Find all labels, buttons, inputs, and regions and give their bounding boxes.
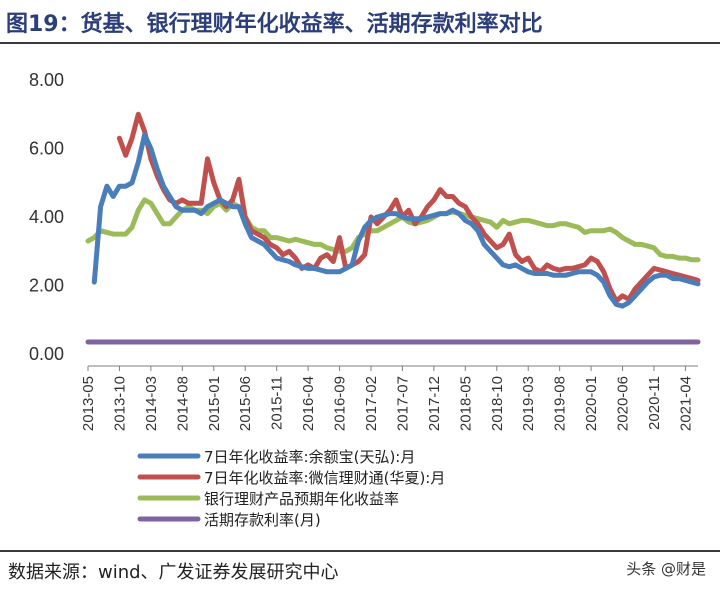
source-note: 数据来源：wind、广发证券发展研究中心 [8, 562, 339, 583]
series-line-1 [91, 132, 701, 309]
x-tick-label: 2017-07 [394, 376, 411, 431]
y-tick-label: 6.00 [29, 139, 64, 159]
x-tick-label: 2017-02 [363, 376, 380, 431]
x-tick-label: 2013-05 [80, 376, 97, 431]
legend-label: 活期存款利率(月) [204, 511, 321, 529]
x-tick-label: 2020-11 [646, 376, 663, 430]
x-tick-label: 2018-05 [457, 376, 474, 431]
x-tick-label: 2015-06 [237, 376, 254, 431]
legend: 7日年化收益率:余额宝(天弘):月 7日年化收益率:微信理财通(华夏):月银行理财… [137, 448, 445, 529]
x-tick-label: 2013-10 [111, 376, 128, 431]
x-tick-label: 2021-04 [677, 376, 694, 431]
x-tick-label: 2016-04 [300, 376, 317, 431]
x-tick-label: 2020-06 [615, 376, 632, 431]
x-axis: 2013-05 2013-10 2014-03 2014-08 2015-01 2015-… [80, 365, 698, 431]
watermark-text: 头条 @财是 [626, 560, 706, 578]
x-tick-label: 2019-08 [552, 376, 569, 431]
y-axis: 0.00 2.00 4.00 6.00 8.00 [29, 70, 64, 364]
x-tick-label: 2017-12 [426, 376, 443, 431]
title-divider [0, 42, 720, 44]
x-tick-label: 2015-11 [269, 376, 286, 430]
source-divider [0, 550, 720, 552]
x-tick-label: 2018-10 [489, 376, 506, 431]
x-tick-label: 2019-03 [520, 376, 537, 431]
x-tick-label: 2014-08 [174, 376, 191, 431]
series-layer [85, 111, 701, 345]
legend-label: 银行理财产品预期年化收益率 [204, 490, 399, 508]
y-tick-label: 4.00 [29, 207, 64, 227]
line-chart: 0.00 2.00 4.00 6.00 8.00 2013-05 2013-10 2014-… [29, 70, 701, 529]
y-tick-label: 0.00 [29, 344, 64, 364]
chart-title: 图19：货基、银行理财年化收益率、活期存款利率对比 [6, 12, 543, 37]
x-tick-label: 2014-03 [143, 376, 160, 431]
y-tick-label: 2.00 [29, 276, 64, 296]
x-tick-label: 2015-01 [206, 376, 223, 431]
series-line-3 [85, 197, 701, 263]
y-tick-label: 8.00 [29, 70, 64, 90]
x-tick-label: 2020-01 [583, 376, 600, 431]
x-tick-label: 2016-09 [332, 376, 349, 431]
legend-label: 7日年化收益率:余额宝(天弘):月 [204, 448, 415, 466]
legend-label: 7日年化收益率:微信理财通(华夏):月 [204, 469, 445, 487]
series-line-2 [116, 111, 701, 304]
title-bar: 图19：货基、银行理财年化收益率、活期存款利率对比 [0, 0, 720, 44]
